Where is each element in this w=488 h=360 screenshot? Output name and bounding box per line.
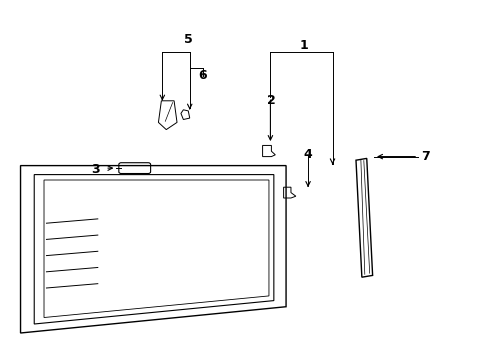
Text: 6: 6 bbox=[198, 69, 207, 82]
Text: 2: 2 bbox=[266, 94, 275, 107]
Text: 7: 7 bbox=[420, 150, 429, 163]
Text: 1: 1 bbox=[299, 39, 308, 51]
Text: 4: 4 bbox=[303, 148, 312, 161]
Text: 3: 3 bbox=[91, 163, 100, 176]
Text: 5: 5 bbox=[183, 33, 192, 46]
